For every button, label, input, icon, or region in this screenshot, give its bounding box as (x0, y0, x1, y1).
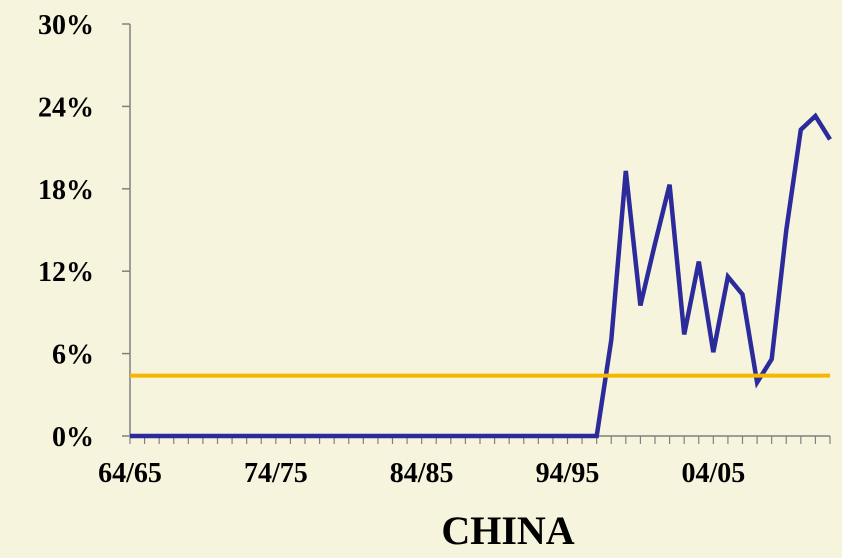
x-tick-label: 94/95 (536, 458, 600, 489)
y-tick-label: 6% (52, 340, 94, 371)
series-line-primary (130, 112, 832, 439)
x-tick-label: 04/05 (681, 458, 745, 489)
x-tick-label: 84/85 (390, 458, 454, 489)
tick-marks (122, 23, 831, 444)
y-tick-label: 24% (38, 92, 94, 123)
y-tick-label: 12% (38, 257, 94, 288)
x-tick-label: 74/75 (244, 458, 308, 489)
y-tick-label: 30% (38, 10, 94, 41)
y-tick-label: 18% (38, 175, 94, 206)
series-lines (130, 112, 832, 439)
tick-labels: 0% 6% 12% 18% 24% 30% 64/65 74/75 84/85 94/95 04/0… (38, 10, 745, 489)
y-tick-label: 0% (52, 422, 94, 453)
chart-title: CHINA (441, 508, 574, 553)
x-tick-label: 64/65 (98, 458, 162, 489)
